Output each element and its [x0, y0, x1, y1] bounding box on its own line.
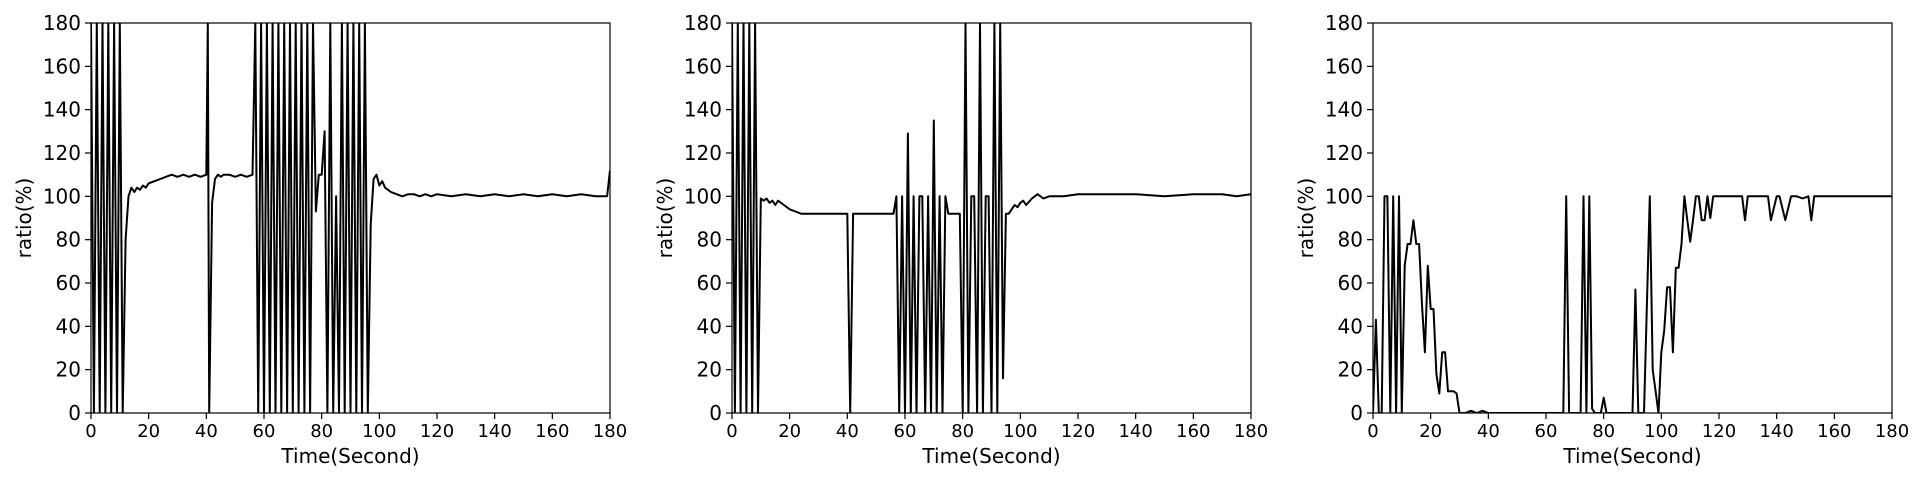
y-tick-label: 180: [684, 11, 722, 35]
plot-frame: [731, 22, 1252, 414]
x-tick-label: 160: [535, 421, 569, 442]
series-line-1: [732, 23, 1251, 413]
x-tick-label: 20: [137, 421, 160, 442]
x-tick-label: 160: [1176, 421, 1210, 442]
plot-frame: [1372, 22, 1893, 414]
y-tick-label: 0: [1350, 401, 1363, 425]
y-tick-label: 160: [1325, 54, 1363, 78]
x-tick-label: 80: [1592, 421, 1615, 442]
y-tick-label: 120: [684, 141, 722, 165]
y-tick-label: 160: [684, 54, 722, 78]
x-tick-label: 0: [1367, 421, 1378, 442]
y-tick-label: 80: [1338, 228, 1363, 252]
x-tick-label: 140: [477, 421, 511, 442]
x-tick-label: 40: [1477, 421, 1500, 442]
y-tick-label: 40: [697, 314, 722, 338]
y-tick-label: 140: [43, 98, 81, 122]
x-tick-label: 20: [778, 421, 801, 442]
y-axis-label: ratio(%): [1294, 178, 1318, 259]
y-tick-label: 100: [43, 184, 81, 208]
x-tick-label: 60: [253, 421, 276, 442]
y-tick-label: 160: [43, 54, 81, 78]
x-axis-label: Time(Second): [1562, 444, 1701, 468]
x-tick-label: 20: [1419, 421, 1442, 442]
x-tick-label: 160: [1817, 421, 1851, 442]
x-tick-label: 0: [726, 421, 737, 442]
x-tick-label: 140: [1118, 421, 1152, 442]
x-tick-label: 80: [310, 421, 333, 442]
x-tick-label: 40: [836, 421, 859, 442]
x-tick-label: 40: [195, 421, 218, 442]
y-tick-label: 20: [1338, 358, 1363, 382]
y-tick-label: 80: [56, 228, 81, 252]
y-axis-label: ratio(%): [653, 178, 677, 259]
y-tick-label: 20: [697, 358, 722, 382]
y-tick-label: 100: [684, 184, 722, 208]
y-tick-label: 140: [684, 98, 722, 122]
y-tick-label: 20: [56, 358, 81, 382]
y-tick-label: 60: [697, 271, 722, 295]
x-tick-label: 100: [1003, 421, 1037, 442]
series-line-1: [1373, 195, 1892, 413]
x-tick-label: 180: [1234, 421, 1268, 442]
x-tick-label: 180: [593, 421, 627, 442]
y-tick-label: 0: [709, 401, 722, 425]
y-tick-label: 40: [56, 314, 81, 338]
y-tick-label: 180: [43, 11, 81, 35]
x-tick-label: 0: [85, 421, 96, 442]
y-tick-label: 40: [1338, 314, 1363, 338]
y-tick-label: 60: [56, 271, 81, 295]
y-tick-label: 0: [68, 401, 81, 425]
x-axis-label: Time(Second): [921, 444, 1060, 468]
y-tick-label: 140: [1325, 98, 1363, 122]
y-tick-label: 180: [1325, 11, 1363, 35]
x-axis-label: Time(Second): [280, 444, 419, 468]
x-tick-label: 80: [951, 421, 974, 442]
y-tick-label: 100: [1325, 184, 1363, 208]
y-tick-label: 120: [1325, 141, 1363, 165]
y-tick-label: 60: [1338, 271, 1363, 295]
chart-panel-3: 0 20 40 60 80 100 120 140 160 180 0 20 40 60 80 100 120 1…: [1294, 11, 1909, 468]
x-tick-label: 180: [1875, 421, 1909, 442]
series-line-1: [91, 23, 610, 413]
x-tick-label: 60: [894, 421, 917, 442]
x-tick-label: 120: [1061, 421, 1095, 442]
y-axis-label: ratio(%): [12, 178, 36, 259]
chart-panel-2: 0 20 40 60 80 100 120 140 160 180 0 20 40 60 80 100 120 1…: [653, 11, 1268, 468]
chart-panel-1: 0 20 40 60 80 100 120 140 160 180 0 20 40 60 80 100 120 1…: [12, 11, 627, 468]
y-tick-label: 120: [43, 141, 81, 165]
y-tick-label: 80: [697, 228, 722, 252]
x-tick-label: 120: [420, 421, 454, 442]
x-tick-label: 100: [362, 421, 396, 442]
x-tick-label: 100: [1644, 421, 1678, 442]
plot-frame: [90, 22, 611, 414]
x-tick-label: 60: [1535, 421, 1558, 442]
x-tick-label: 120: [1702, 421, 1736, 442]
x-tick-label: 140: [1759, 421, 1793, 442]
